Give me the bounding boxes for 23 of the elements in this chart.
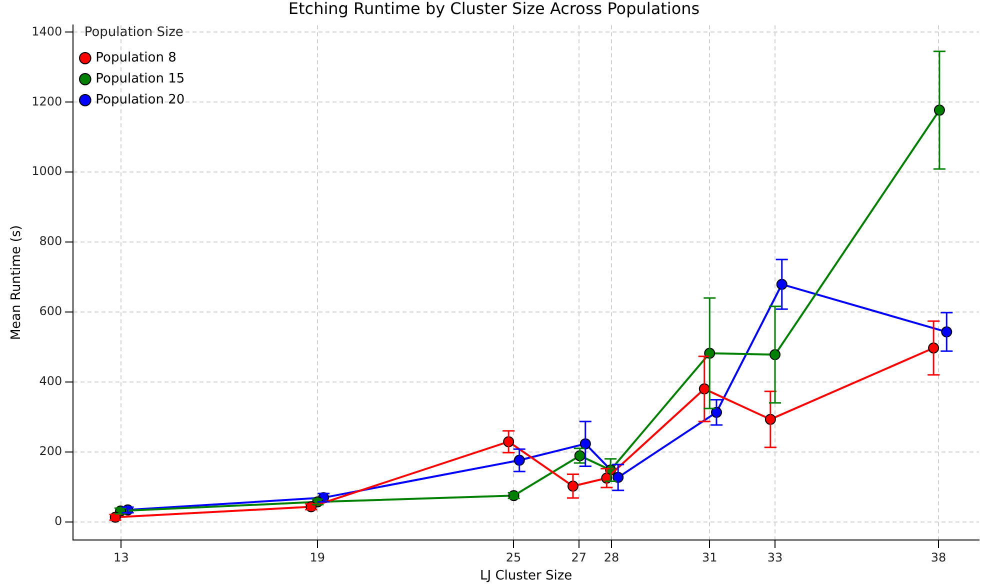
x-tick-label: 27 [571, 550, 587, 564]
x-tick-label: 33 [767, 550, 783, 564]
y-tick-label: 400 [39, 374, 62, 388]
chart-title: Etching Runtime by Cluster Size Across Populations [288, 0, 700, 18]
x-tick-label: 25 [506, 550, 522, 564]
x-tick-label: 19 [310, 550, 325, 564]
y-tick-label: 800 [39, 234, 62, 248]
x-tick-label: 31 [702, 550, 718, 564]
y-axis-title: Mean Runtime (s) [9, 225, 24, 340]
x-tick-label: 38 [930, 550, 946, 564]
legend-label: Population 8 [96, 50, 176, 66]
legend-title: Population Size [84, 24, 184, 40]
x-axis-title: LJ Cluster Size [480, 568, 572, 584]
y-tick-label: 0 [54, 514, 62, 528]
x-tick-label: 28 [604, 550, 620, 564]
y-tick-label: 1200 [32, 94, 62, 108]
legend-label: Population 20 [96, 92, 185, 108]
legend-label: Population 15 [96, 71, 185, 86]
y-tick-label: 1000 [32, 164, 62, 178]
y-tick-label: 200 [39, 444, 62, 458]
x-tick-label: 13 [114, 550, 129, 564]
y-tick-label: 1400 [32, 24, 62, 38]
y-tick-label: 600 [39, 304, 62, 318]
